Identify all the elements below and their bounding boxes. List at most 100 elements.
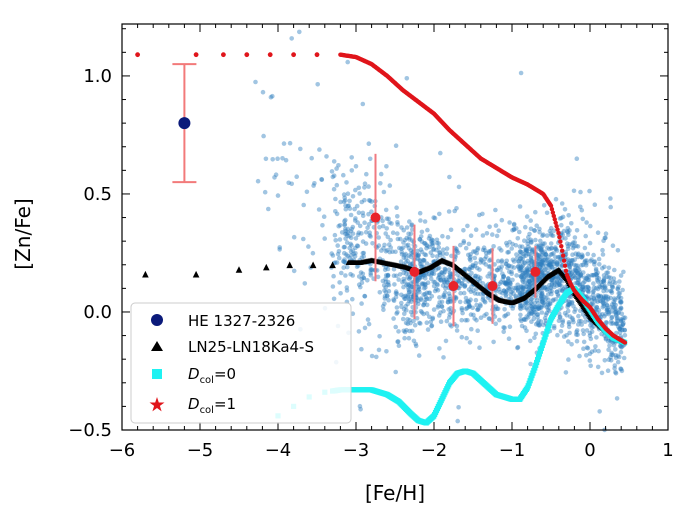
observed-star-point [405, 281, 410, 287]
observed-star-point [539, 258, 545, 264]
observed-star-point [435, 275, 441, 281]
observed-star-point [442, 277, 447, 283]
observed-star-point [468, 312, 474, 317]
observed-star-point [483, 262, 489, 267]
observed-star-point [621, 269, 626, 275]
observed-star-point [386, 282, 392, 288]
observed-star-point [334, 182, 340, 188]
observed-star-point [523, 247, 529, 253]
observed-star-point [554, 289, 559, 295]
observed-star-point [525, 298, 531, 304]
observed-star-point [614, 313, 619, 318]
observed-star-point [445, 280, 450, 285]
observed-star-point [539, 249, 544, 255]
observed-star-point [584, 328, 590, 333]
legend-label-ln25: LN25-LN18Ka4-S [188, 338, 314, 356]
observed-star-point [557, 282, 562, 287]
observed-star-point [419, 239, 425, 244]
observed-star-point [622, 333, 628, 338]
observed-star-point [594, 285, 599, 291]
observed-star-point [402, 311, 407, 317]
observed-star-point [333, 238, 339, 243]
observed-star-point [592, 348, 598, 353]
observed-star-point [344, 252, 349, 257]
observed-star-point [524, 214, 530, 219]
track-point-triangle [235, 266, 243, 273]
observed-star-point [463, 266, 468, 272]
observed-star-point [566, 357, 571, 362]
observed-star-point [494, 267, 500, 273]
observed-star-point [538, 238, 543, 244]
observed-star-point [603, 293, 609, 299]
observed-star-point [617, 354, 622, 360]
observed-star-point [376, 347, 382, 353]
observed-star-point [458, 283, 463, 289]
track-point-square [543, 331, 549, 337]
observed-star-point [587, 358, 593, 363]
observed-star-point [502, 314, 507, 319]
binned-mean-point [530, 266, 541, 277]
observed-star-point [601, 294, 607, 299]
observed-star-point [561, 334, 567, 339]
observed-star-point [569, 300, 575, 306]
observed-star-point [614, 321, 619, 326]
observed-star-point [529, 296, 534, 302]
observed-star-point [607, 279, 613, 284]
observed-star-point [588, 295, 593, 300]
observed-star-point [317, 147, 322, 152]
observed-star-point [587, 330, 593, 336]
observed-star-point [409, 261, 415, 267]
observed-star-point [361, 275, 367, 281]
observed-star-point [294, 174, 300, 179]
observed-star-point [610, 321, 616, 326]
observed-star-point [352, 253, 358, 259]
observed-star-point [473, 297, 479, 303]
observed-star-point [381, 245, 386, 251]
observed-star-point [482, 313, 487, 318]
observed-star-point [618, 300, 623, 305]
observed-star-point [560, 232, 565, 238]
binned-mean-point [370, 212, 381, 223]
observed-star-point [459, 306, 465, 311]
observed-star-point [519, 290, 525, 295]
observed-star-point [510, 257, 516, 263]
observed-star-point [418, 297, 424, 303]
observed-star-point [589, 349, 595, 355]
observed-star-point [416, 253, 421, 258]
observed-star-point [366, 211, 371, 217]
observed-star-point [534, 223, 539, 228]
observed-star-point [467, 304, 472, 309]
observed-star-point [421, 272, 426, 278]
observed-star-point [595, 299, 600, 304]
observed-star-point [612, 366, 617, 371]
observed-star-point [550, 233, 556, 238]
observed-star-point [595, 279, 601, 285]
observed-star-point [608, 358, 614, 363]
observed-star-point [535, 261, 541, 267]
observed-star-point [406, 231, 411, 237]
observed-star-point [391, 316, 396, 321]
observed-star-point [468, 252, 473, 257]
observed-star-point [414, 295, 420, 301]
observed-star-point [368, 273, 374, 278]
observed-star-point [596, 256, 602, 262]
observed-star-point [544, 287, 549, 293]
observed-star-point [478, 275, 483, 281]
observed-star-point [508, 284, 513, 290]
observed-star-point [526, 235, 531, 240]
observed-star-point [578, 272, 584, 278]
binned-mean-point [487, 281, 498, 292]
observed-star-point [345, 233, 350, 238]
observed-star-point [401, 240, 406, 245]
track-point-star [221, 52, 226, 58]
observed-star-point [490, 232, 495, 237]
observed-star-point [422, 291, 428, 297]
observed-star-point [524, 328, 529, 334]
observed-star-point [482, 298, 487, 304]
observed-star-point [350, 311, 356, 317]
observed-star-point [341, 172, 346, 178]
observed-star-point [581, 280, 586, 286]
observed-star-point [603, 312, 608, 317]
observed-star-point [473, 274, 478, 279]
observed-star-point [344, 180, 349, 185]
